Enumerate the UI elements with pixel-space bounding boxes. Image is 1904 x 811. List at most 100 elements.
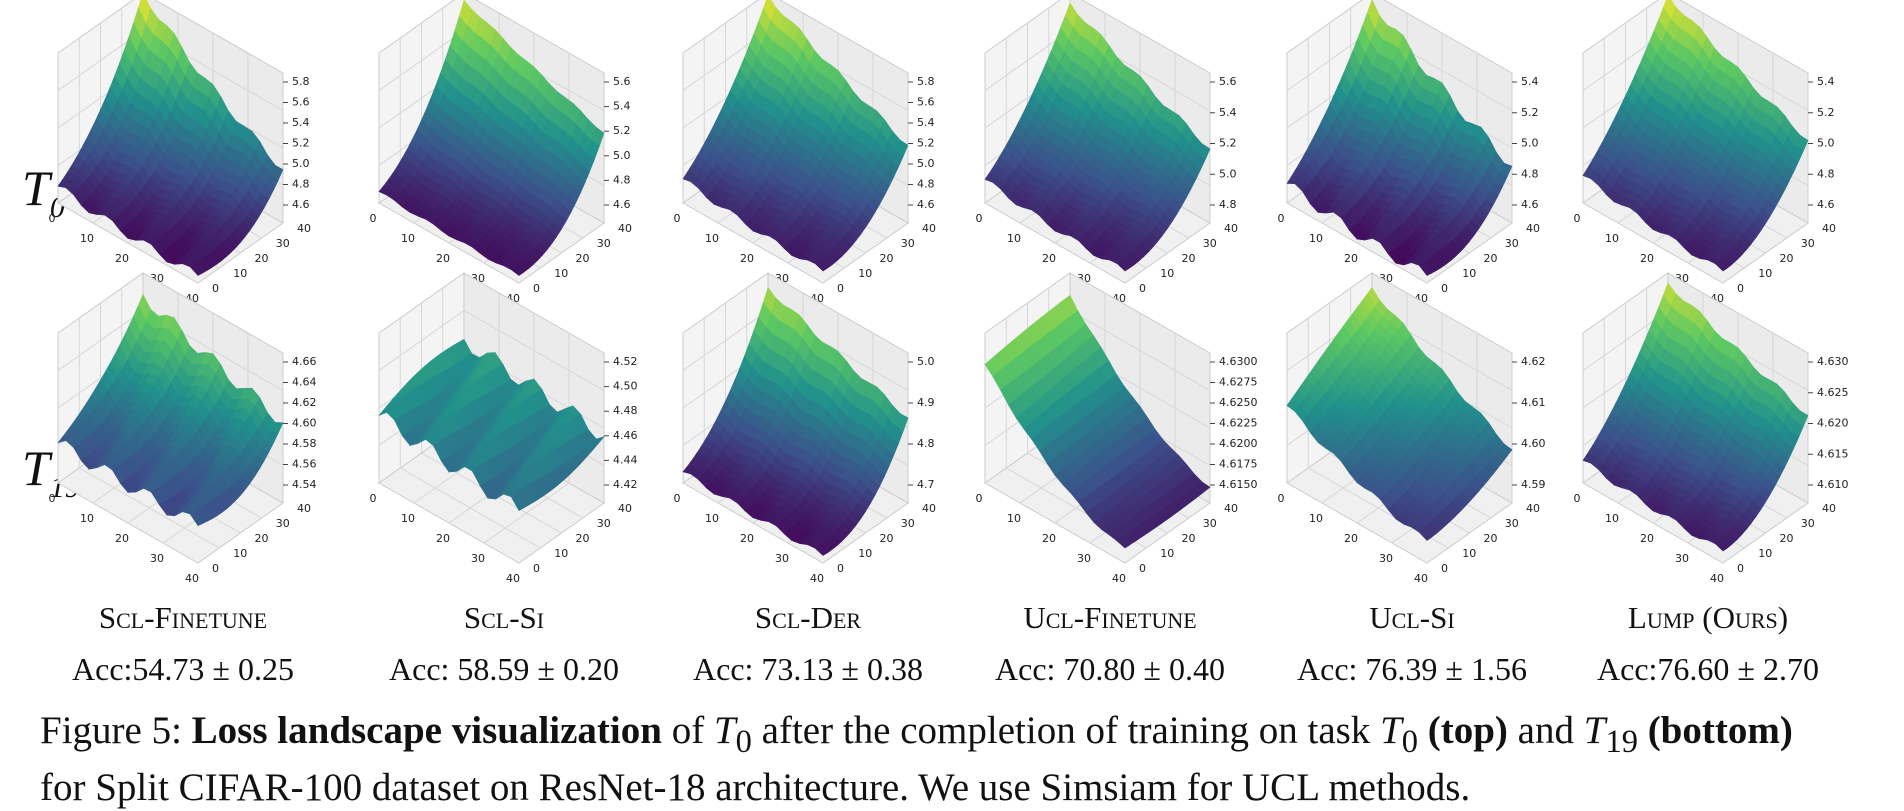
z-tick-label: 5.0 [613, 149, 631, 162]
z-tick-label: 5.2 [1219, 137, 1237, 150]
x-tick-label: 40 [1710, 572, 1724, 585]
y-tick-label: 10 [1160, 267, 1174, 280]
y-tick-label: 10 [233, 267, 247, 280]
z-tick-label: 4.6175 [1219, 458, 1258, 471]
caption-text: after the completion of training on task [761, 709, 1371, 752]
x-tick-label: 40 [1414, 572, 1428, 585]
caption-bold: Loss landscape visualization [191, 709, 662, 752]
y-tick-label: 0 [837, 562, 844, 575]
x-tick-label: 0 [1278, 492, 1285, 505]
pane-grid [463, 310, 605, 391]
y-tick-label: 30 [1505, 237, 1519, 250]
z-tick-label: 4.61 [1521, 396, 1546, 409]
y-tick-label: 40 [1224, 502, 1238, 515]
x-tick-label: 10 [1309, 512, 1323, 525]
y-tick-label: 10 [1462, 267, 1476, 280]
x-tick-label: 0 [1278, 212, 1285, 225]
y-tick-label: 30 [1203, 237, 1217, 250]
z-tick-label: 4.8 [292, 178, 310, 191]
surface-patch [1116, 537, 1131, 549]
y-tick-label: 0 [533, 562, 540, 575]
z-tick-label: 5.6 [1219, 75, 1237, 88]
y-tick-label: 10 [858, 547, 872, 560]
z-tick-label: 4.7 [917, 478, 935, 491]
z-tick-label: 5.8 [917, 75, 935, 88]
y-tick-label: 10 [1160, 547, 1174, 560]
method-name: Lump (Ours) [1628, 600, 1788, 635]
z-tick-label: 5.4 [917, 116, 935, 129]
z-tick-label: 4.42 [613, 478, 638, 491]
y-tick-label: 30 [597, 237, 611, 250]
x-tick-label: 20 [740, 252, 754, 265]
y-tick-label: 10 [1758, 267, 1772, 280]
y-tick-label: 10 [554, 267, 568, 280]
x-tick-label: 40 [1112, 572, 1126, 585]
y-tick-label: 0 [212, 562, 219, 575]
z-tick-label: 4.6 [613, 198, 631, 211]
caption-text: of [671, 709, 705, 752]
z-tick-label: 4.630 [1817, 355, 1849, 368]
y-tick-label: 30 [276, 517, 290, 530]
z-tick-label: 5.0 [1817, 137, 1835, 150]
x-tick-label: 30 [150, 552, 164, 565]
z-tick-label: 5.4 [1219, 106, 1237, 119]
y-tick-label: 20 [1182, 252, 1196, 265]
y-tick-label: 20 [1780, 532, 1794, 545]
z-tick-label: 5.0 [917, 355, 935, 368]
x-tick-label: 0 [674, 492, 681, 505]
y-tick-label: 0 [1139, 562, 1146, 575]
y-tick-label: 40 [1822, 222, 1836, 235]
caption-math: T [1380, 709, 1402, 752]
y-tick-label: 20 [576, 532, 590, 545]
y-tick-label: 40 [1526, 502, 1540, 515]
x-tick-label: 0 [370, 492, 377, 505]
z-tick-label: 4.8 [613, 173, 631, 186]
z-tick-label: 5.2 [292, 137, 310, 150]
y-tick-label: 40 [618, 222, 632, 235]
x-tick-label: 10 [1309, 232, 1323, 245]
x-tick-label: 10 [80, 232, 94, 245]
accuracy: Acc: 73.13 ± 0.38 [693, 651, 923, 687]
y-tick-label: 0 [533, 282, 540, 295]
y-tick-label: 20 [255, 532, 269, 545]
pane-grid [682, 310, 769, 371]
z-tick-label: 5.0 [1521, 137, 1539, 150]
z-tick-label: 4.6225 [1219, 417, 1258, 430]
z-tick-label: 4.56 [292, 458, 317, 471]
row-symbol: T [22, 440, 53, 496]
x-tick-label: 10 [705, 232, 719, 245]
caption-math: T [1583, 709, 1606, 752]
y-tick-label: 0 [1737, 562, 1744, 575]
pane-grid [378, 30, 465, 91]
z-tick-label: 4.46 [613, 429, 638, 442]
x-tick-label: 20 [1042, 252, 1056, 265]
y-tick-label: 10 [858, 267, 872, 280]
x-tick-label: 20 [1640, 252, 1654, 265]
caption-bold: (bottom) [1647, 709, 1793, 752]
z-tick-label: 5.2 [1521, 106, 1539, 119]
y-tick-label: 20 [255, 252, 269, 265]
surface-patch [189, 510, 204, 526]
z-tick-label: 5.0 [292, 157, 310, 170]
z-tick-label: 4.8 [1521, 167, 1539, 180]
y-tick-label: 40 [297, 502, 311, 515]
x-tick-label: 30 [1379, 552, 1393, 565]
z-tick-label: 5.0 [1219, 167, 1237, 180]
y-tick-label: 40 [297, 222, 311, 235]
z-tick-label: 4.8 [917, 437, 935, 450]
z-tick-label: 4.6 [1817, 198, 1835, 211]
x-tick-label: 40 [506, 572, 520, 585]
z-tick-label: 4.50 [613, 380, 638, 393]
x-tick-label: 0 [976, 212, 983, 225]
z-tick-label: 4.52 [613, 355, 638, 368]
z-tick-label: 4.8 [917, 178, 935, 191]
surface-patch [189, 263, 204, 276]
z-tick-label: 4.8 [1219, 198, 1237, 211]
z-tick-label: 4.6 [1521, 198, 1539, 211]
z-tick-label: 4.620 [1817, 417, 1849, 430]
x-tick-label: 0 [49, 212, 56, 225]
pane-grid [378, 310, 465, 371]
x-tick-label: 20 [436, 252, 450, 265]
y-tick-label: 20 [576, 252, 590, 265]
